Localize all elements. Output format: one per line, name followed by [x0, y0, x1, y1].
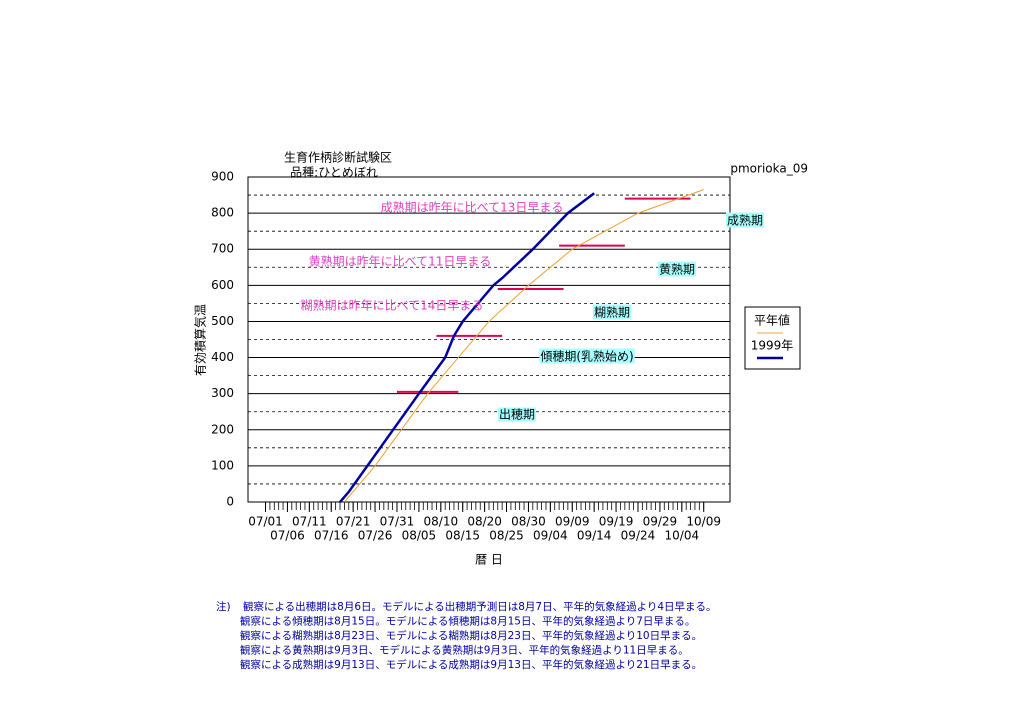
annotation: 成熟期は昨年に比べて13日早まる [381, 200, 564, 215]
note-prefix: 注) [216, 600, 231, 613]
legend-label: 1999年 [751, 339, 794, 353]
x-tick-label: 09/29 [643, 515, 678, 529]
stage-label: 傾穂期(乳熟始め) [540, 349, 633, 364]
y-tick-label: 100 [211, 458, 234, 472]
x-tick-label: 09/09 [555, 515, 590, 529]
stage-label: 成熟期 [727, 213, 763, 228]
annotation: 黄熟期は昨年に比べて11日早まる [309, 254, 492, 269]
note-line: 観察による傾穂期は8月15日。モデルによる傾穂期は8月15日、平年的気象経過より… [240, 615, 695, 628]
x-axis-label: 暦 日 [475, 553, 503, 567]
x-tick-label: 08/20 [467, 515, 502, 529]
x-tick-label: 09/14 [577, 529, 612, 543]
y-tick-label: 800 [211, 206, 234, 220]
stage-label-bg [725, 212, 765, 228]
stage-label: 黄熟期 [659, 262, 695, 277]
x-tick-label: 07/11 [292, 515, 327, 529]
stage-label-bg [539, 348, 635, 364]
stage-label: 出穂期 [499, 408, 535, 422]
chart-subtitle: 品種:ひとめぼれ [290, 166, 378, 180]
stage-label-bg [657, 261, 697, 277]
y-tick-label: 300 [211, 386, 234, 400]
note-line: 観察による成熟期は9月13日、モデルによる成熟期は9月13日、平年的気象経過より… [240, 658, 702, 671]
y-tick-label: 500 [211, 314, 234, 328]
series-line [344, 189, 704, 503]
note-line: 観察による糊熟期は8月23日、モデルによる糊熟期は8月23日、平年的気象経過より… [240, 629, 702, 642]
x-tick-label: 07/06 [270, 529, 305, 543]
annotation: 糊熟期は昨年に比べて14日早まる [301, 298, 484, 313]
y-tick-label: 0 [226, 495, 234, 509]
x-tick-label: 08/05 [402, 529, 437, 543]
x-tick-label: 07/01 [248, 515, 283, 529]
x-tick-label: 09/04 [533, 529, 568, 543]
y-tick-label: 700 [211, 242, 234, 256]
stage-label-bg [497, 407, 537, 422]
x-tick-label: 07/21 [336, 515, 371, 529]
x-tick-label: 08/25 [489, 529, 524, 543]
corner-label: pmorioka_09 [730, 162, 808, 176]
note-line: 観察による黄熟期は9月3日、モデルによる黄熟期は9月3日、平年的気象経過より11… [240, 644, 689, 657]
y-tick-label: 900 [211, 170, 234, 184]
x-tick-label: 07/16 [314, 529, 349, 543]
x-tick-label: 10/04 [665, 529, 700, 543]
x-tick-label: 09/24 [621, 529, 656, 543]
stage-label: 糊熟期 [594, 305, 630, 320]
series-line [339, 192, 595, 503]
x-tick-label: 07/31 [380, 515, 415, 529]
y-axis-label: 有効積算気温 [193, 304, 208, 376]
x-tick-label: 07/26 [358, 529, 393, 543]
stage-label-bg [592, 304, 632, 320]
x-tick-label: 08/30 [511, 515, 546, 529]
legend-label: 平年値 [754, 313, 790, 328]
x-tick-label: 08/15 [445, 529, 480, 543]
y-tick-label: 400 [211, 350, 234, 364]
x-tick-label: 10/09 [686, 515, 721, 529]
y-tick-label: 200 [211, 422, 234, 436]
x-tick-label: 09/19 [599, 515, 634, 529]
note-line: 観察による出穂期は8月6日。モデルによる出穂期予測日は8月7日、平年的気象経過よ… [243, 600, 717, 613]
y-tick-label: 600 [211, 278, 234, 292]
x-tick-label: 08/10 [424, 515, 459, 529]
chart-title: 生育作柄診断試験区 [284, 150, 392, 165]
